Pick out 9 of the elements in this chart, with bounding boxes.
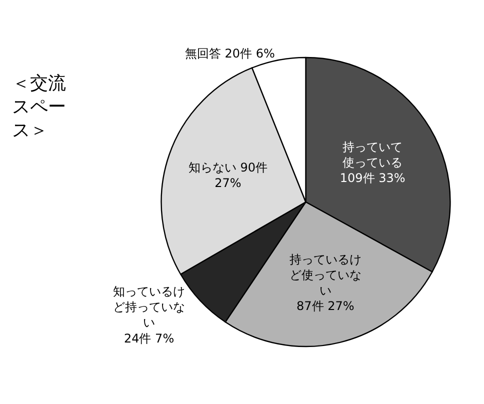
text: ＜交流スペース＞ — [12, 73, 66, 141]
data-label: 24件 7% — [124, 331, 174, 346]
slice-label: 無回答 20件 6% — [184, 46, 275, 60]
slice-label: 知っているけど持っていない — [113, 284, 186, 330]
data-label: 87件 27% — [296, 299, 354, 314]
slice-label: 持っていて使っている — [342, 140, 403, 170]
slice-label: 知らない 90件 27% — [188, 160, 268, 190]
slice-label: 持っているけど使っていない — [289, 252, 362, 298]
data-label: 109件 33% — [340, 171, 406, 186]
